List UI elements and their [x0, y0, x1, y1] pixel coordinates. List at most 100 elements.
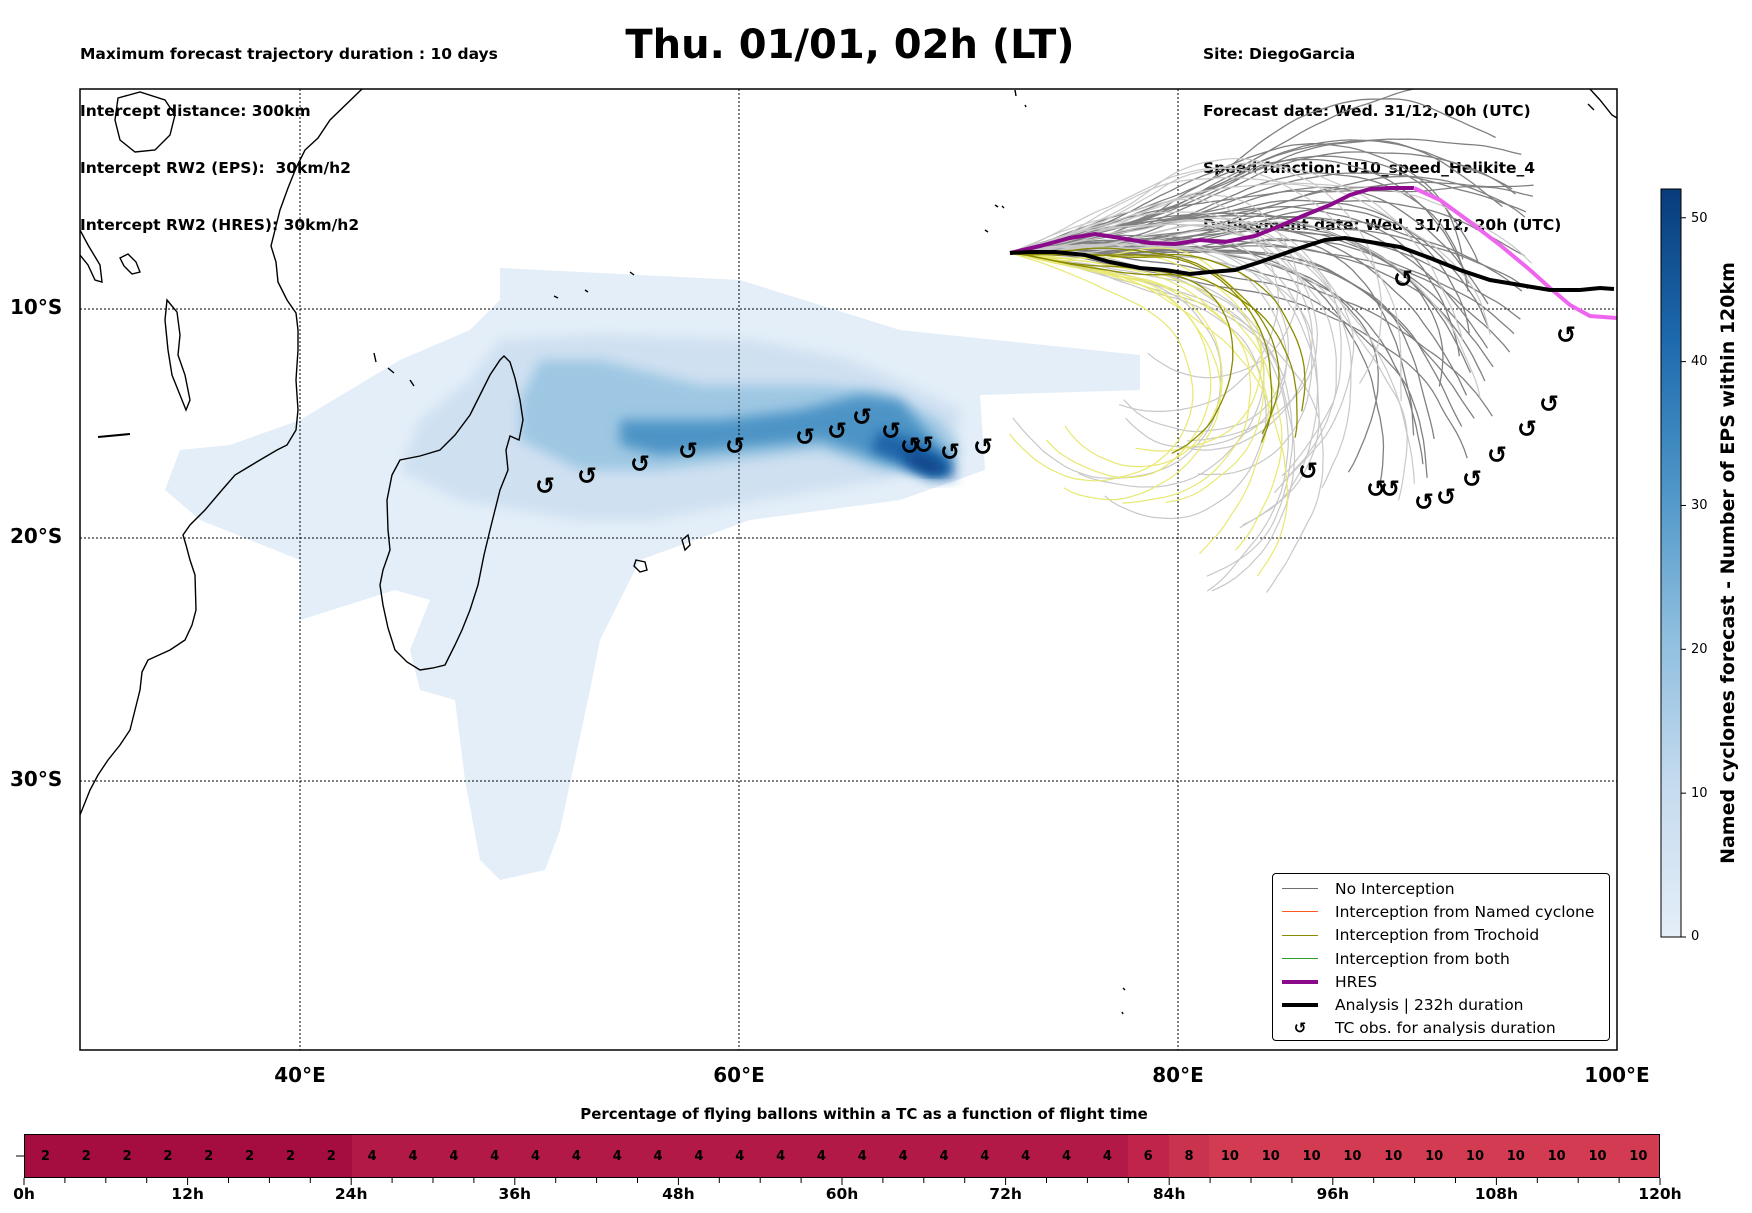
- forecast-parameters: Maximum forecast trajectory duration : 1…: [80, 7, 498, 254]
- trajectory-line: [1009, 238, 1313, 476]
- page-title: Thu. 01/01, 02h (LT): [625, 22, 1075, 68]
- cyclone-symbol-icon: ↺: [1380, 475, 1400, 503]
- bar-cell: 8: [1168, 1135, 1210, 1177]
- bar-cell: 4: [351, 1135, 393, 1177]
- cyclone-symbol-icon: ↺: [1393, 265, 1413, 293]
- colorbar-tick-20: 20: [1691, 642, 1708, 657]
- legend-line-icon: [1281, 888, 1319, 890]
- trajectory-line: [1009, 243, 1288, 448]
- cyclone-symbol-icon: ↺: [577, 462, 597, 490]
- trajectory-line: [1009, 252, 1294, 577]
- intercept-hres-text: Intercept RW2 (HRES): 30km/h2: [80, 216, 360, 234]
- cyclone-symbol-icon: ↺: [881, 417, 901, 445]
- bar-cell: 10: [1495, 1135, 1537, 1177]
- bar-cell: 2: [310, 1135, 352, 1177]
- lake-victoria: [114, 91, 176, 153]
- colorbar-tick-30: 30: [1691, 498, 1708, 513]
- bar-tick-label: 36h: [498, 1185, 532, 1203]
- legend-label: Interception from both: [1335, 949, 1510, 968]
- bar-tick-label: 84h: [1152, 1185, 1186, 1203]
- cyclone-symbol-icon: ↺: [973, 433, 993, 461]
- trajectory-line: [1009, 167, 1402, 402]
- bar-cell: 4: [474, 1135, 516, 1177]
- bar-cell: 4: [882, 1135, 924, 1177]
- legend-label: HRES: [1335, 972, 1378, 991]
- bar-cell: 4: [515, 1135, 556, 1177]
- bar-cell: 4: [555, 1135, 597, 1177]
- bar-tick-label: 72h: [989, 1185, 1022, 1203]
- density-level-4: [620, 395, 955, 475]
- cyclone-symbol-icon: ↺: [1517, 415, 1537, 443]
- bar-cell: 2: [147, 1135, 189, 1177]
- lon-label-80e: 80°E: [1152, 1063, 1204, 1087]
- bar-cell: 10: [1332, 1135, 1373, 1177]
- legend-item-tc-obs: ↺ TC obs. for analysis duration: [1273, 1017, 1609, 1040]
- lake-small-2: [97, 433, 131, 438]
- bar-cell: 2: [65, 1135, 107, 1177]
- trajectory-line: [1009, 223, 1415, 484]
- trajectory-line: [1009, 237, 1385, 485]
- bar-cell: 10: [1577, 1135, 1618, 1177]
- bar-cell: 4: [841, 1135, 883, 1177]
- legend-line-icon: [1281, 958, 1319, 960]
- bar-cell: 10: [1536, 1135, 1578, 1177]
- colorbar-tick-10: 10: [1691, 786, 1708, 801]
- lon-label-100e: 100°E: [1584, 1063, 1650, 1087]
- bar-tick-label: 48h: [662, 1185, 695, 1203]
- colorbar-tick-40: 40: [1691, 354, 1708, 369]
- trajectory-line: [1009, 194, 1299, 379]
- trajectory-line: [1009, 252, 1298, 438]
- bar-cell: 10: [1291, 1135, 1332, 1177]
- cyclone-symbol-icon: ↺: [900, 432, 920, 460]
- lon-label-60e: 60°E: [713, 1063, 765, 1087]
- coastline-socotra-top: [1587, 89, 1617, 119]
- lat-label-30s: 30°S: [10, 767, 63, 791]
- cyclone-symbol-icon: ↺: [678, 437, 698, 465]
- cyclone-symbol-icon: ↺: [1556, 321, 1576, 349]
- bar-cell: 2: [106, 1135, 148, 1177]
- bar-cell: 4: [596, 1135, 638, 1177]
- bar-cell: 2: [270, 1135, 311, 1177]
- bar-tick-label: 12h: [171, 1185, 204, 1203]
- cyclone-symbol-icon: ↺: [1298, 457, 1318, 485]
- bar-cell: 10: [1617, 1135, 1659, 1177]
- colorbar-gradient: [1660, 188, 1682, 938]
- trajectory-line: [1009, 157, 1383, 384]
- hres-trajectory: [1009, 186, 1414, 255]
- cyclone-symbol-icon: ↺: [914, 431, 934, 459]
- trajectory-line: [1009, 252, 1194, 482]
- coastline-africa-east: [80, 89, 363, 816]
- cyclone-symbol-icon: ↺: [725, 432, 745, 460]
- trajectory-line: [1009, 249, 1289, 592]
- colorbar: [1660, 188, 1686, 938]
- bar-cell: 4: [801, 1135, 842, 1177]
- cyclone-symbol-icon: ↺: [1462, 465, 1482, 493]
- cyclone-symbol-icon: ↺: [1487, 441, 1507, 469]
- density-level-6: [905, 450, 948, 474]
- legend-line-icon: [1281, 911, 1319, 913]
- trochoid-light-trajectories: [1009, 247, 1289, 577]
- trajectory-line: [1009, 211, 1352, 488]
- legend-label: TC obs. for analysis duration: [1335, 1019, 1556, 1038]
- analysis-trajectory: [1009, 235, 1615, 292]
- cyclone-symbol-icon: ↺: [1436, 483, 1456, 511]
- intercept-distance-text: Intercept distance: 300km: [80, 102, 311, 120]
- bar-tick-label: 120h: [1638, 1185, 1682, 1203]
- bar-tick-label: 96h: [1316, 1185, 1350, 1203]
- forecast-date-text: Forecast date: Wed. 31/12, 00h (UTC): [1203, 102, 1531, 120]
- cyclone-symbol-icon: ↺: [630, 450, 650, 478]
- legend-line-icon: [1281, 979, 1319, 984]
- coastlines: [80, 89, 1617, 1015]
- legend: No Interception Interception from Named …: [1272, 873, 1610, 1041]
- bar-cell: 6: [1127, 1135, 1169, 1177]
- lon-label-40e: 40°E: [274, 1063, 326, 1087]
- bar-title: Percentage of flying ballons within a TC…: [580, 1105, 1148, 1123]
- trajectory-line: [1009, 224, 1355, 477]
- tc-percentage-bar: 2 2 2 2 2 2 2 2 4 4 4 4 4 4 4 4 4 4 4 4 4 4 4 4 4 4 4 6 8 10 10 10 10 10 1…: [24, 1134, 1660, 1178]
- cyclone-symbol-icon: ↺: [1539, 390, 1559, 418]
- bar-cell: 4: [392, 1135, 434, 1177]
- coastline-madagascar: [379, 355, 524, 671]
- bar-tick-label: 24h: [334, 1185, 368, 1203]
- legend-label: No Interception: [1335, 879, 1455, 898]
